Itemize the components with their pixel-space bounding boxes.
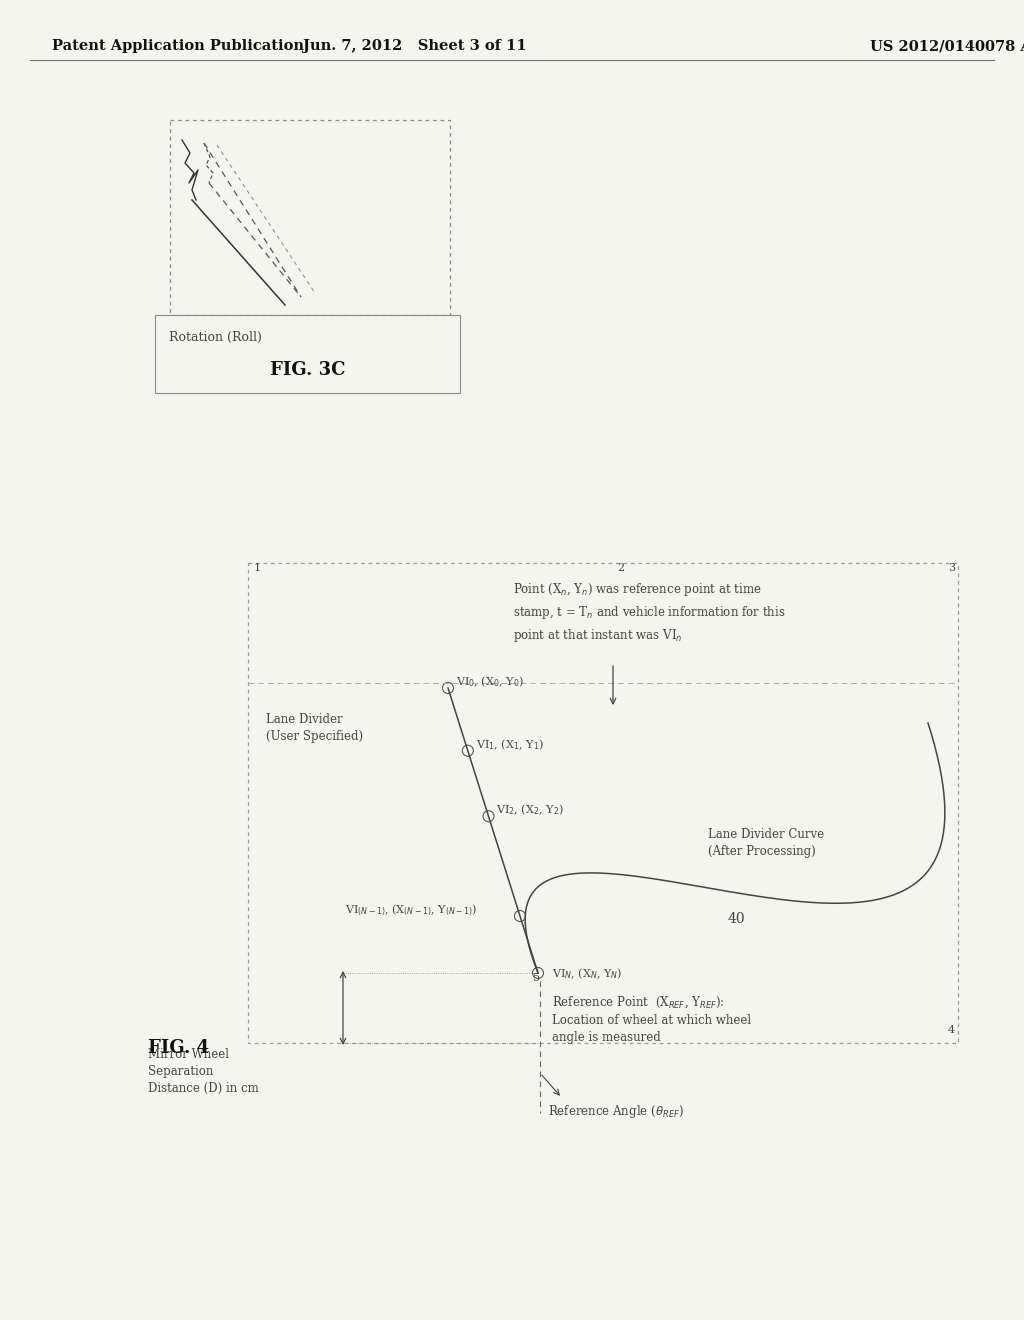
Text: 2: 2 [617, 564, 625, 573]
Text: Rotation (Roll): Rotation (Roll) [169, 331, 262, 345]
Bar [248, 564, 958, 1043]
Text: 3: 3 [948, 564, 955, 573]
Text: 1: 1 [254, 564, 261, 573]
Text: Lane Divider
(User Specified): Lane Divider (User Specified) [266, 713, 364, 743]
Text: 40: 40 [728, 912, 745, 927]
Text: VI$_{(N-1)}$, (X$_{(N-1)}$, Y$_{(N-1)}$): VI$_{(N-1)}$, (X$_{(N-1)}$, Y$_{(N-1)}$) [345, 903, 477, 917]
Text: US 2012/0140078 A1: US 2012/0140078 A1 [870, 40, 1024, 53]
Text: VI$_1$, (X$_1$, Y$_1$): VI$_1$, (X$_1$, Y$_1$) [476, 737, 544, 751]
Text: 5: 5 [534, 973, 540, 983]
Text: 4: 4 [948, 1026, 955, 1035]
Text: Patent Application Publication: Patent Application Publication [52, 40, 304, 53]
Bar [155, 315, 460, 393]
Text: FIG. 4: FIG. 4 [148, 1039, 209, 1057]
Text: Jun. 7, 2012   Sheet 3 of 11: Jun. 7, 2012 Sheet 3 of 11 [303, 40, 526, 53]
Text: VI$_N$, (X$_N$, Y$_N$): VI$_N$, (X$_N$, Y$_N$) [552, 966, 623, 981]
Text: FIG. 3C: FIG. 3C [269, 360, 345, 379]
Text: Point (X$_n$, Y$_n$) was reference point at time
stamp, t = T$_n$ and vehicle in: Point (X$_n$, Y$_n$) was reference point… [513, 581, 785, 644]
Text: VI$_2$, (X$_2$, Y$_2$): VI$_2$, (X$_2$, Y$_2$) [497, 803, 564, 817]
Text: Reference Angle ($\theta_{REF}$): Reference Angle ($\theta_{REF}$) [548, 1104, 684, 1119]
Text: Reference Point  (X$_{REF}$, Y$_{REF}$):
Location of wheel at which wheel
angle : Reference Point (X$_{REF}$, Y$_{REF}$): … [552, 995, 752, 1044]
Text: Mirror Wheel
Separation
Distance (D) in cm: Mirror Wheel Separation Distance (D) in … [148, 1048, 259, 1096]
Text: Lane Divider Curve
(After Processing): Lane Divider Curve (After Processing) [708, 828, 824, 858]
Text: VI$_0$, (X$_0$, Y$_0$): VI$_0$, (X$_0$, Y$_0$) [456, 675, 524, 689]
Bar [170, 120, 450, 315]
